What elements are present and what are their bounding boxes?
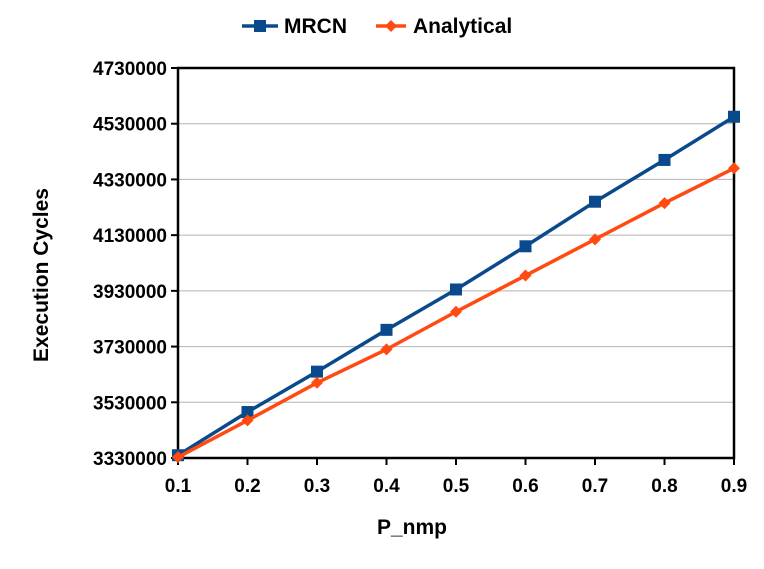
legend: MRCN Analytical bbox=[242, 15, 512, 38]
data-point-analytical bbox=[589, 233, 601, 246]
legend-entry-mrcn: MRCN bbox=[242, 15, 347, 38]
x-tick-label: 0.9 bbox=[721, 476, 747, 497]
legend-marker bbox=[254, 20, 266, 32]
y-axis-tick-labels: 3330000 3530000 3730000 3930000 4130000 43300… bbox=[93, 59, 167, 470]
y-tick-label: 3330000 bbox=[93, 449, 167, 470]
data-point-analytical bbox=[172, 451, 184, 464]
y-tick-label: 4130000 bbox=[93, 226, 167, 247]
y-tick-label: 4330000 bbox=[93, 170, 167, 191]
y-tick-label: 3730000 bbox=[93, 338, 167, 359]
data-point-analytical bbox=[519, 269, 532, 282]
data-point-mrcn bbox=[589, 195, 601, 208]
series-analytical bbox=[172, 162, 740, 464]
y-tick-label: 4730000 bbox=[93, 59, 167, 80]
legend-label: Analytical bbox=[413, 15, 512, 38]
data-point-mrcn bbox=[658, 153, 671, 166]
x-tick-label: 0.1 bbox=[165, 476, 192, 497]
plot-area bbox=[171, 66, 736, 465]
x-tick-label: 0.4 bbox=[373, 476, 400, 497]
x-tick-label: 0.8 bbox=[651, 476, 677, 497]
legend-marker bbox=[385, 20, 397, 32]
y-tick-label: 3930000 bbox=[93, 282, 167, 303]
data-point-mrcn bbox=[380, 323, 393, 336]
data-point-mrcn bbox=[728, 110, 740, 123]
x-tick-label: 0.2 bbox=[234, 476, 260, 497]
y-tick-label: 4530000 bbox=[93, 115, 167, 136]
x-tick-label: 0.6 bbox=[512, 476, 538, 497]
legend-label: MRCN bbox=[284, 15, 347, 38]
data-point-mrcn bbox=[519, 240, 532, 253]
data-point-mrcn bbox=[450, 283, 462, 296]
legend-entry-analytical: Analytical bbox=[376, 15, 512, 38]
data-point-analytical bbox=[380, 343, 393, 356]
x-tick-label: 0.7 bbox=[582, 476, 608, 497]
data-point-analytical bbox=[450, 305, 462, 318]
data-point-analytical bbox=[311, 376, 323, 389]
data-point-mrcn bbox=[311, 365, 323, 378]
y-axis-title: Execution Cycles bbox=[30, 188, 53, 362]
x-axis-tick-labels: 0.1 0.2 0.3 0.4 0.5 0.6 0.7 0.8 0.9 bbox=[165, 476, 747, 497]
x-axis-title: P_nmp bbox=[377, 516, 447, 539]
data-point-mrcn bbox=[241, 406, 254, 419]
y-tick-label: 3530000 bbox=[93, 393, 167, 414]
data-point-analytical bbox=[728, 162, 740, 175]
data-point-analytical bbox=[241, 414, 254, 427]
x-tick-label: 0.3 bbox=[304, 476, 330, 497]
series-layer bbox=[172, 110, 740, 464]
data-point-analytical bbox=[658, 197, 671, 210]
x-tick-label: 0.5 bbox=[443, 476, 470, 497]
